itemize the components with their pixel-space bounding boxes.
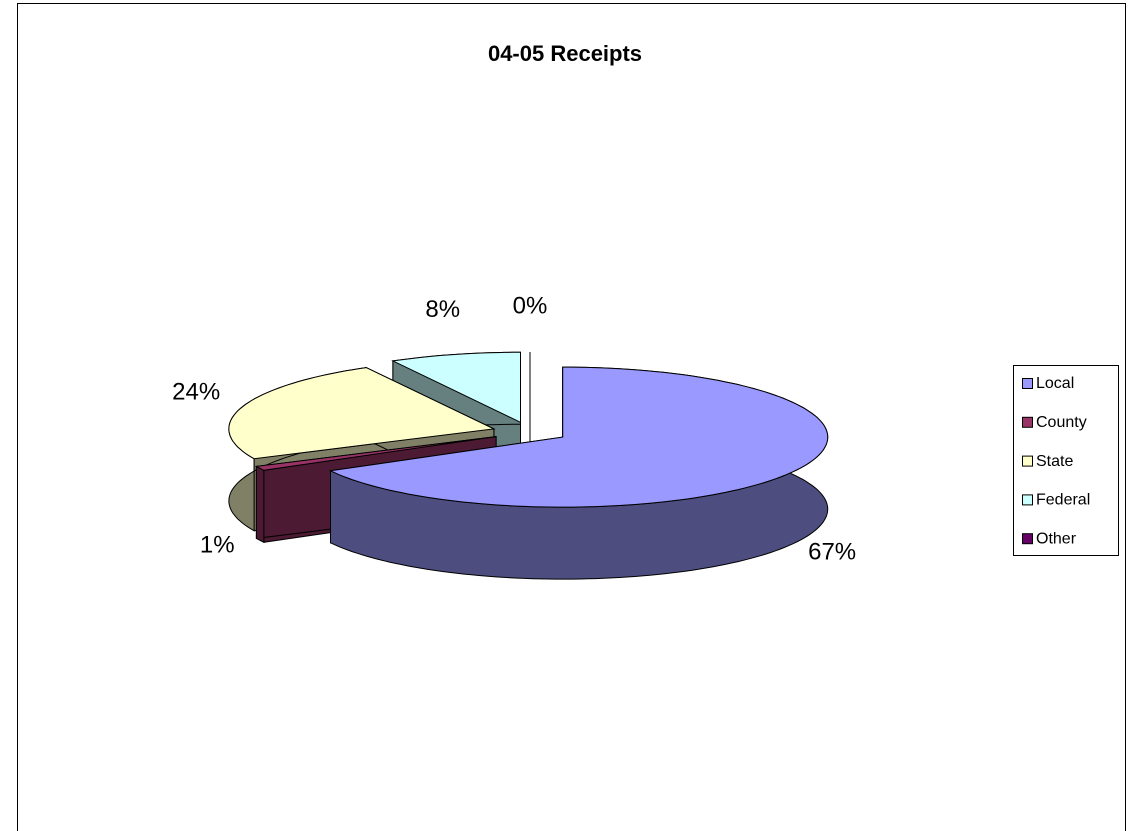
data-label: 0% [513, 292, 548, 319]
slice [328, 366, 829, 580]
legend-label: Local [1036, 375, 1074, 392]
chart-title: 04-05 Receipts [488, 41, 642, 66]
legend-label: County [1036, 414, 1087, 431]
data-label: 1% [200, 532, 235, 559]
slice [228, 367, 496, 460]
slice-side [255, 465, 265, 544]
legend-swatch [1022, 494, 1033, 506]
legend-swatch [1022, 533, 1033, 545]
slice [328, 366, 829, 508]
slice [254, 436, 497, 471]
legend-swatch [1022, 378, 1033, 389]
data-label: 8% [425, 296, 460, 323]
legend-label: State [1036, 453, 1073, 470]
slice [391, 351, 521, 424]
legend-swatch [1022, 455, 1033, 467]
legend-label: Federal [1036, 492, 1090, 509]
data-label: 24% [172, 379, 220, 406]
data-label: 67% [808, 539, 856, 566]
legend-label: Other [1036, 530, 1077, 547]
legend-swatch [1022, 416, 1033, 428]
